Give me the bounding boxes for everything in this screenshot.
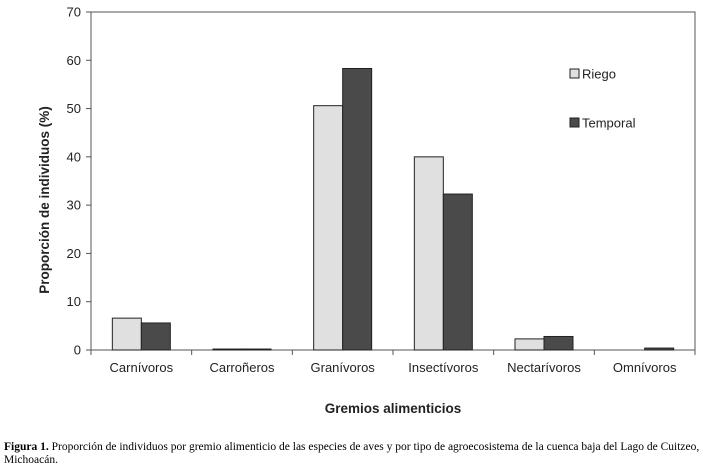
y-tick-label: 70 (67, 5, 81, 20)
legend-label-riego: Riego (582, 67, 616, 82)
legend-label-temporal: Temporal (582, 116, 636, 131)
plot-area (90, 11, 696, 351)
caption-text: Proporción de individuos por gremio alim… (4, 441, 700, 466)
y-tick-label: 30 (67, 198, 81, 213)
bar-riego-3 (413, 156, 444, 351)
bar-temporal-4 (543, 335, 574, 351)
y-tick-label: 60 (67, 53, 81, 68)
bar-riego-1 (212, 348, 243, 351)
x-tick-label: Nectarívoros (507, 360, 581, 375)
bar-chart: 0 10 20 30 40 50 60 70 Carnívoros Carroñeros Gran… (37, 5, 696, 416)
legend-swatch-temporal (569, 117, 580, 128)
x-axis-title: Gremios alimenticios (325, 401, 462, 416)
x-tick-label: Carnívoros (110, 360, 174, 375)
y-tick-label: 0 (74, 343, 81, 358)
x-tick-label: Omnívoros (613, 360, 677, 375)
bar-riego-0 (111, 317, 142, 351)
y-tick-label: 20 (67, 246, 81, 261)
x-axis-ticks: Carnívoros Carroñeros Granívoros Insectívor… (90, 350, 696, 375)
x-tick-label: Carroñeros (209, 360, 275, 375)
figure-caption: Figura 1. Proporción de individuos por g… (4, 441, 720, 467)
bar-temporal-5 (644, 347, 675, 351)
bars (111, 67, 675, 351)
y-axis-title: Proporción de individuos (%) (37, 106, 52, 294)
bar-temporal-2 (342, 67, 373, 351)
y-tick-label: 10 (67, 294, 81, 309)
bar-temporal-3 (442, 193, 473, 351)
bar-temporal-0 (140, 322, 171, 351)
y-tick-label: 40 (67, 149, 81, 164)
bar-riego-4 (514, 338, 545, 351)
legend: Riego Temporal (569, 67, 636, 131)
legend-swatch-riego (569, 68, 580, 79)
x-tick-label: Granívoros (311, 360, 376, 375)
y-axis-ticks: 0 10 20 30 40 50 60 70 (67, 5, 91, 358)
y-tick-label: 50 (67, 101, 81, 116)
bar-temporal-1 (241, 348, 272, 351)
x-tick-label: Insectívoros (408, 360, 479, 375)
plot-frame (90, 11, 696, 351)
caption-label: Figura 1. (4, 441, 49, 453)
bar-riego-2 (313, 105, 344, 351)
